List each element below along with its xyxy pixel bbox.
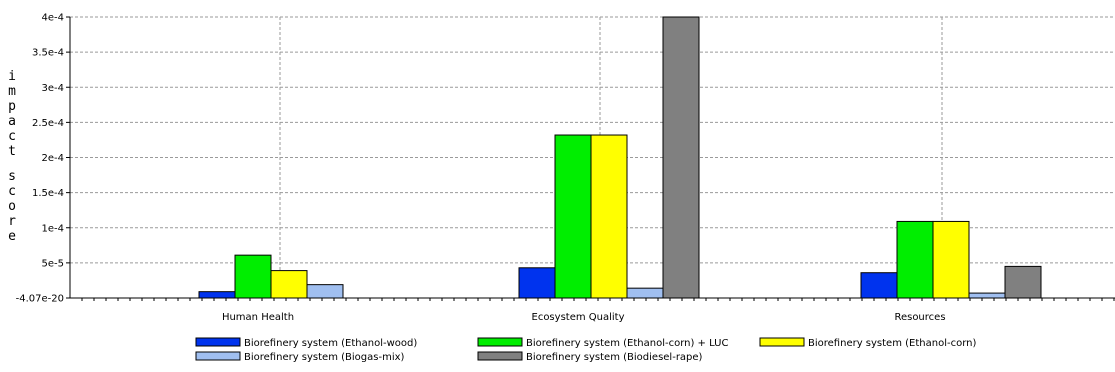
bar xyxy=(860,272,898,299)
bar xyxy=(518,267,556,299)
bar xyxy=(932,220,970,299)
y-tick-label: 1.5e-4 xyxy=(32,188,64,199)
legend: Biorefinery system (Ethanol-wood) Biorefi… xyxy=(195,337,976,363)
legend-label: Biorefinery system (Ethanol-corn) xyxy=(808,338,976,349)
y-tick-label: 3.5e-4 xyxy=(32,48,64,59)
y-tick-label: 5e-5 xyxy=(42,258,65,269)
category-labels: Human Health Ecosystem Quality Resources xyxy=(222,312,946,323)
bar xyxy=(1004,265,1042,299)
bar xyxy=(662,16,700,299)
bar xyxy=(896,220,934,299)
legend-swatch xyxy=(195,351,241,361)
y-tick-label: 3e-4 xyxy=(42,83,65,94)
bar xyxy=(198,291,236,299)
bar xyxy=(968,292,1006,299)
y-tick-label: 2e-4 xyxy=(42,153,65,164)
legend-swatch xyxy=(477,337,523,347)
bar xyxy=(306,284,344,299)
legend-label: Biorefinery system (Biodiesel-rape) xyxy=(526,352,703,363)
legend-label: Biorefinery system (Ethanol-corn) + LUC xyxy=(526,338,728,349)
legend-label: Biorefinery system (Biogas-mix) xyxy=(244,352,405,363)
y-tick-labels: -4.07e-20 5e-5 1e-4 1.5e-4 2e-4 2.5e-4 3e-4 3.5… xyxy=(16,13,70,305)
y-tick-label: -4.07e-20 xyxy=(16,294,64,305)
category-label: Resources xyxy=(894,312,945,323)
legend-swatch xyxy=(759,337,805,347)
bar xyxy=(234,254,272,299)
bar xyxy=(590,134,628,299)
bars-layer xyxy=(198,16,1042,299)
legend-swatch xyxy=(477,351,523,361)
bar xyxy=(270,270,308,299)
y-tick-label: 2.5e-4 xyxy=(32,118,64,129)
bar xyxy=(626,287,664,299)
y-tick-label: 1e-4 xyxy=(42,223,65,234)
category-label: Ecosystem Quality xyxy=(532,312,625,323)
category-label: Human Health xyxy=(222,312,294,323)
y-tick-label: 4e-4 xyxy=(42,13,65,24)
legend-label: Biorefinery system (Ethanol-wood) xyxy=(244,338,417,349)
bar xyxy=(554,134,592,299)
legend-swatch xyxy=(195,337,241,347)
